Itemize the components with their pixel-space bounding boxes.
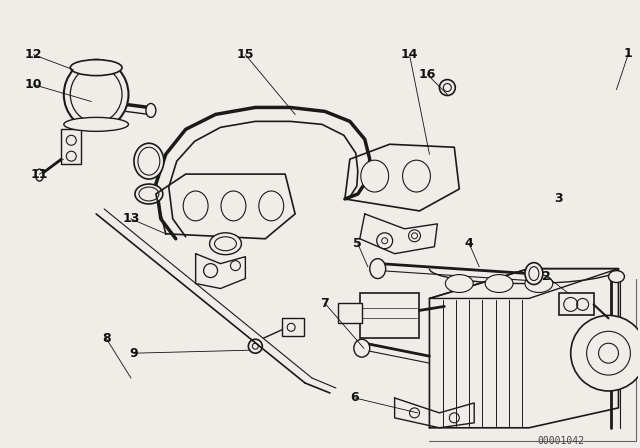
Ellipse shape — [70, 60, 122, 76]
Ellipse shape — [146, 103, 156, 117]
Text: 2: 2 — [543, 270, 551, 283]
Ellipse shape — [134, 143, 164, 179]
Bar — [338, 303, 362, 323]
Bar — [360, 293, 419, 338]
Bar — [559, 293, 593, 315]
Circle shape — [230, 261, 241, 271]
Ellipse shape — [445, 275, 473, 293]
Text: 3: 3 — [554, 193, 563, 206]
Ellipse shape — [209, 233, 241, 254]
Text: 5: 5 — [353, 237, 362, 250]
Text: 11: 11 — [31, 168, 48, 181]
Ellipse shape — [370, 258, 386, 279]
Ellipse shape — [183, 191, 208, 221]
Ellipse shape — [138, 147, 160, 175]
Text: 9: 9 — [130, 347, 138, 360]
Ellipse shape — [609, 271, 625, 283]
Ellipse shape — [361, 160, 388, 192]
Text: 15: 15 — [237, 48, 254, 61]
Ellipse shape — [525, 263, 543, 284]
Ellipse shape — [214, 237, 236, 251]
Ellipse shape — [35, 169, 44, 181]
Text: 00001042: 00001042 — [537, 436, 584, 446]
Text: 14: 14 — [401, 48, 419, 61]
Bar — [282, 319, 304, 336]
Circle shape — [204, 263, 218, 278]
Text: 8: 8 — [102, 332, 111, 345]
Circle shape — [408, 230, 420, 242]
Ellipse shape — [354, 339, 370, 357]
Ellipse shape — [259, 191, 284, 221]
Ellipse shape — [139, 187, 159, 201]
Text: 7: 7 — [321, 297, 330, 310]
Text: 16: 16 — [419, 68, 436, 81]
Ellipse shape — [485, 275, 513, 293]
Text: 1: 1 — [624, 47, 633, 60]
Ellipse shape — [135, 184, 163, 204]
Ellipse shape — [525, 275, 553, 293]
Ellipse shape — [221, 191, 246, 221]
Text: 10: 10 — [25, 78, 42, 91]
Text: 6: 6 — [351, 392, 359, 405]
Circle shape — [377, 233, 392, 249]
Bar — [61, 129, 81, 164]
Ellipse shape — [64, 117, 129, 131]
Text: 12: 12 — [25, 48, 42, 61]
Ellipse shape — [403, 160, 431, 192]
Circle shape — [571, 315, 640, 391]
Ellipse shape — [64, 60, 129, 129]
Text: 13: 13 — [122, 212, 140, 225]
Text: 4: 4 — [465, 237, 474, 250]
Ellipse shape — [70, 67, 122, 122]
